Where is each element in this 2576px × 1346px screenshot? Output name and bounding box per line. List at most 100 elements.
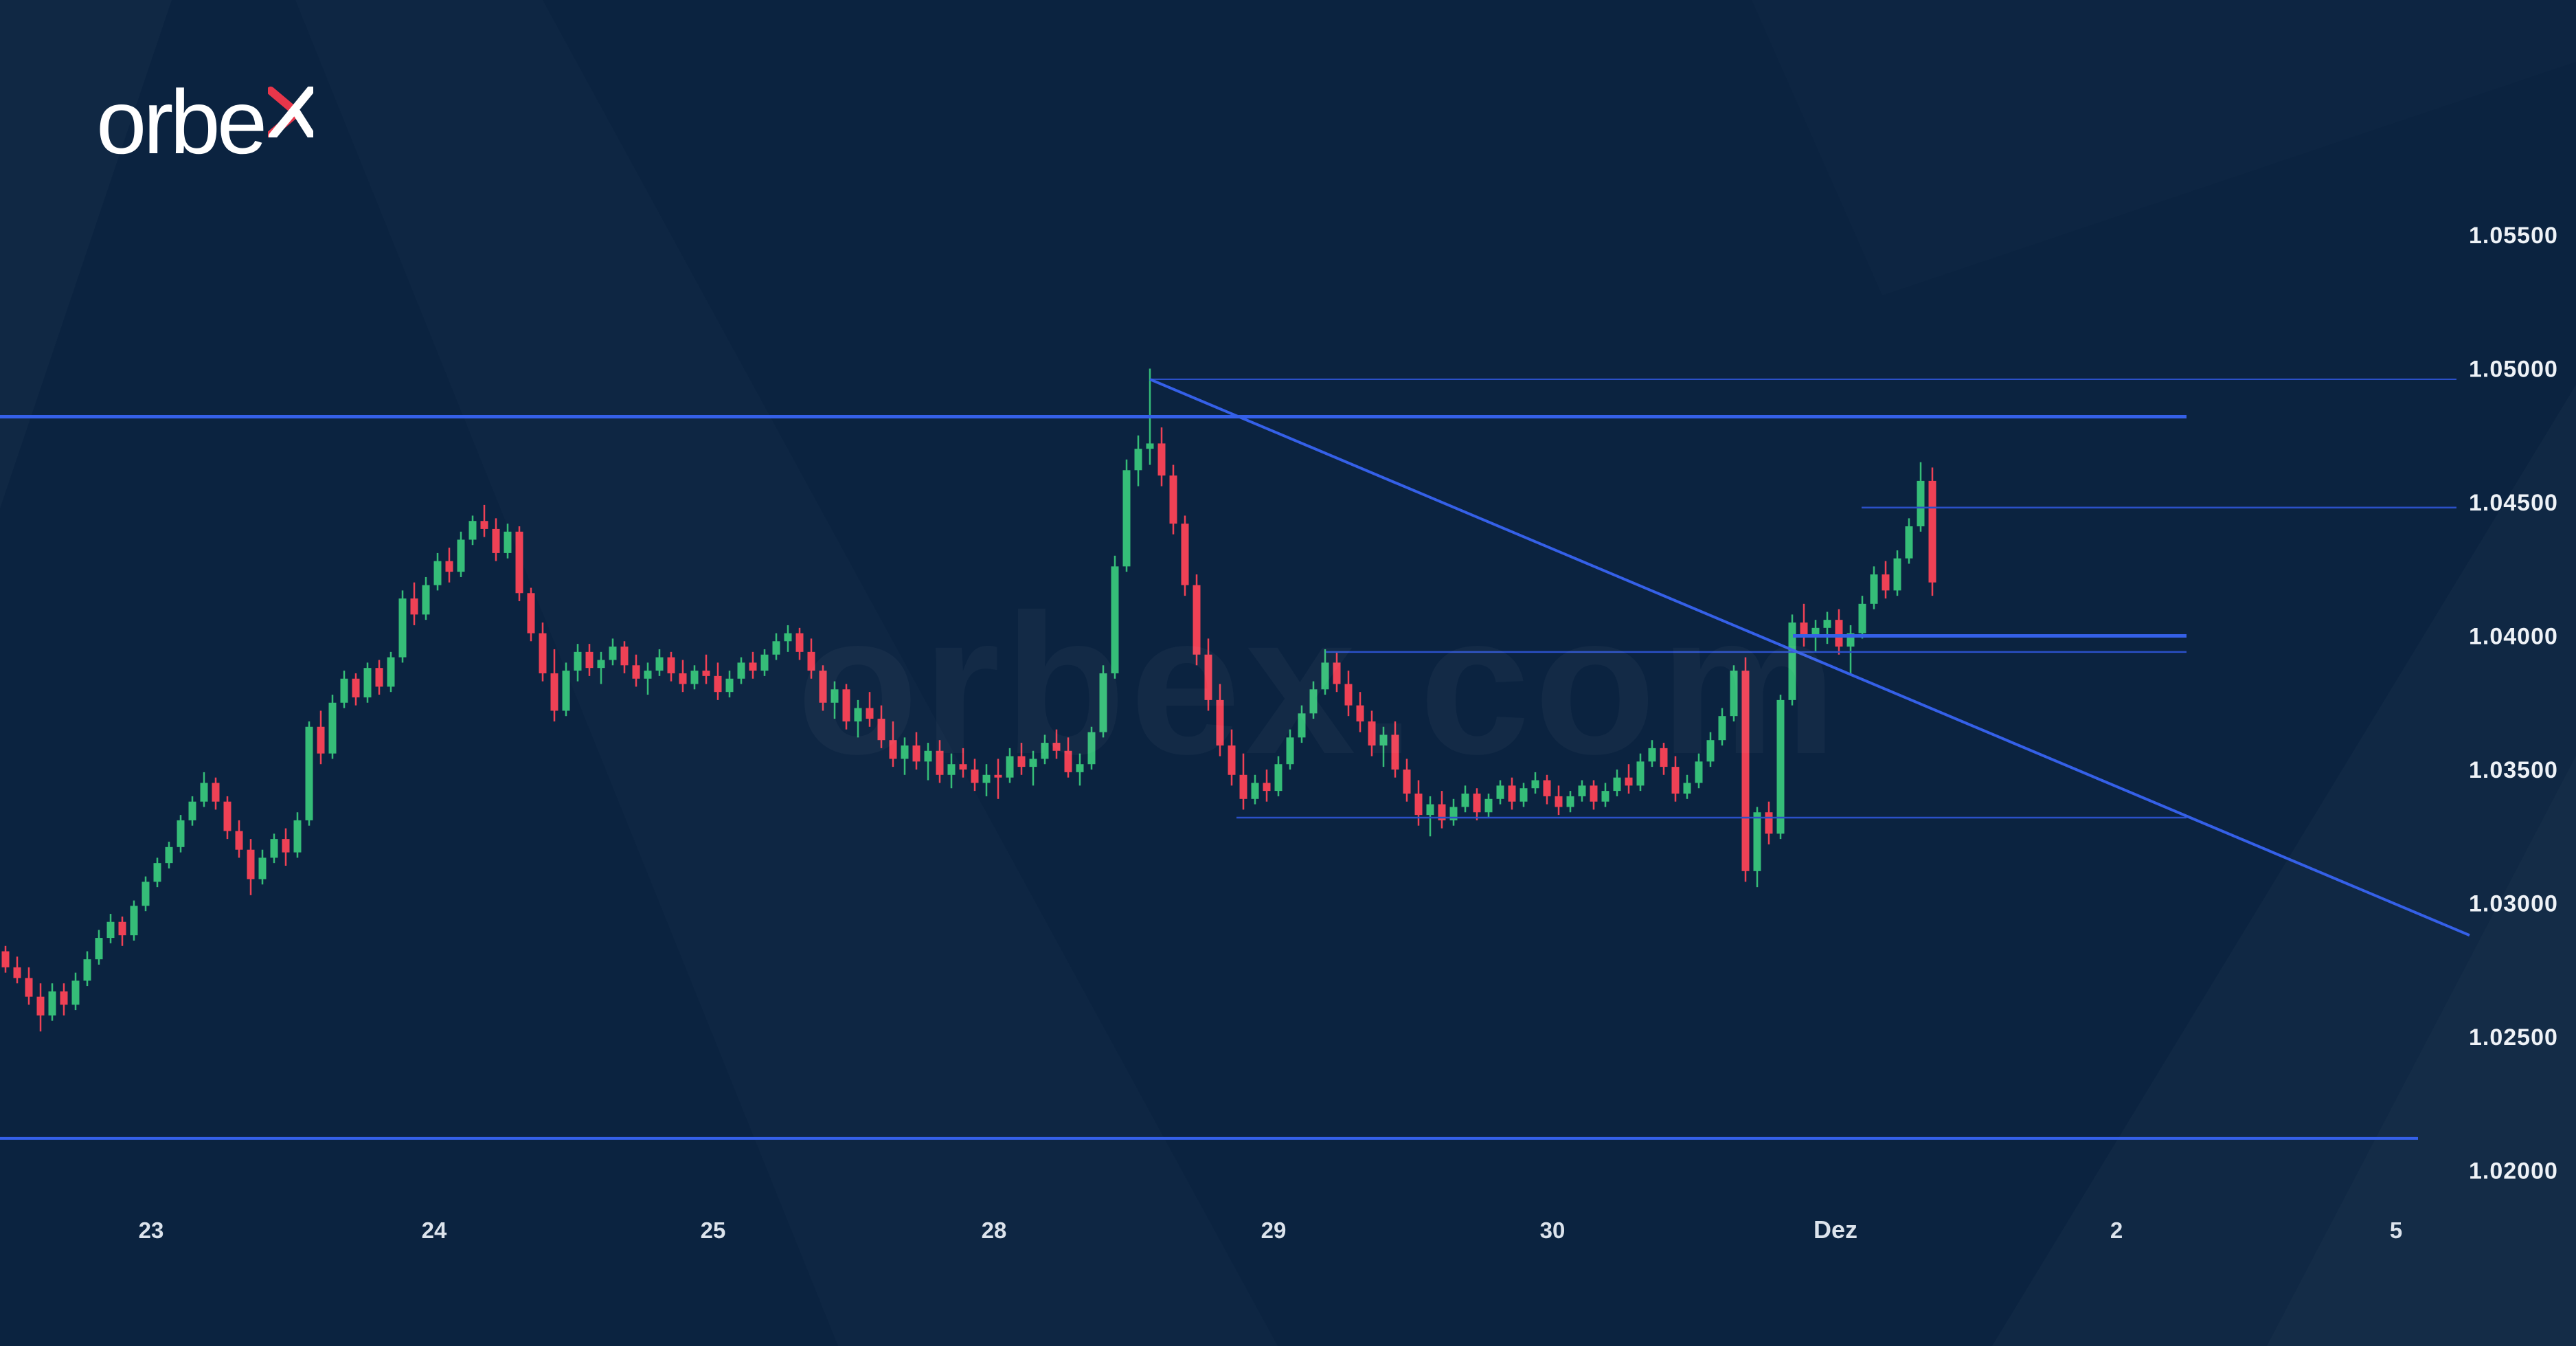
- candle-body: [1496, 785, 1504, 799]
- candle-body: [912, 745, 920, 762]
- candle-body: [1531, 780, 1539, 789]
- candle-body: [422, 585, 430, 615]
- date-axis-label: 29: [1261, 1218, 1287, 1243]
- candle-body: [1228, 745, 1236, 775]
- date-axis-label: 23: [139, 1218, 164, 1243]
- candle-body: [562, 671, 570, 711]
- candle-body: [947, 764, 956, 775]
- candle-body: [36, 996, 45, 1016]
- candle-body: [106, 921, 115, 939]
- date-axis-label: 30: [1540, 1218, 1566, 1243]
- candle-body: [1263, 783, 1271, 792]
- candle-body: [410, 598, 418, 615]
- date-axis-label: 28: [982, 1218, 1007, 1243]
- candle-body: [1181, 524, 1189, 585]
- candle-body: [480, 521, 488, 529]
- candle-body: [177, 820, 185, 847]
- date-axis-label: 2: [2110, 1218, 2123, 1243]
- candle-body: [784, 633, 792, 642]
- candle-body: [1741, 671, 1750, 871]
- price-axis-label: 1.04500: [2469, 490, 2558, 516]
- candle-body: [270, 839, 278, 858]
- candle-body: [749, 662, 757, 671]
- candle-body: [1064, 750, 1072, 772]
- candle-body: [1882, 574, 1890, 591]
- price-axis-label: 1.03000: [2469, 891, 2558, 917]
- candle-body: [1905, 526, 1913, 559]
- candle-body: [1368, 721, 1376, 745]
- candle-body: [445, 561, 453, 572]
- candle-body: [1333, 662, 1341, 684]
- candle-body: [1555, 796, 1563, 807]
- candle-body: [1438, 804, 1446, 820]
- candle-body: [1800, 622, 1808, 636]
- candle-body: [1134, 449, 1142, 471]
- candle-body: [1379, 734, 1388, 745]
- candle-body: [1636, 761, 1645, 786]
- candle-wick: [1032, 750, 1035, 786]
- logo-wordmark: orbe: [96, 71, 267, 172]
- candle-body: [1543, 780, 1551, 796]
- candle-body: [795, 633, 804, 652]
- candle-body: [1251, 783, 1259, 799]
- candle-body: [539, 633, 547, 673]
- candle-body: [1, 951, 10, 967]
- candle-body: [924, 750, 932, 762]
- candle-body: [1239, 774, 1247, 799]
- candle-body: [1858, 603, 1866, 633]
- candle-body: [433, 561, 442, 585]
- candle-body: [1006, 756, 1014, 778]
- candle-body: [994, 774, 1002, 778]
- candle-body: [1414, 794, 1423, 816]
- candle-wick: [1382, 726, 1385, 767]
- candle-body: [1087, 732, 1096, 765]
- candle-body: [1917, 480, 1925, 527]
- date-axis-label: 5: [2390, 1218, 2402, 1243]
- candle-body: [1052, 743, 1061, 751]
- candle-body: [504, 531, 512, 553]
- candle-body: [1590, 785, 1598, 802]
- date-axis-label: 25: [701, 1218, 726, 1243]
- candle-body: [317, 726, 325, 754]
- candle-body: [1449, 807, 1458, 820]
- candle-body: [200, 783, 208, 802]
- candle-body: [1099, 673, 1107, 732]
- candle-body: [889, 740, 897, 759]
- candle-body: [48, 991, 56, 1016]
- candle-body: [807, 651, 815, 671]
- candle-body: [95, 938, 103, 960]
- candle-body: [1695, 761, 1703, 783]
- date-axis-label: Dez: [1814, 1215, 1857, 1244]
- candle-body: [1519, 788, 1528, 802]
- candle-body: [1660, 748, 1668, 767]
- descending-trendline[interactable]: [1149, 378, 2470, 937]
- candle-body: [1321, 662, 1329, 690]
- orbex-logo[interactable]: orbe: [96, 71, 314, 172]
- candle-body: [737, 662, 745, 679]
- candle-body: [1309, 689, 1318, 714]
- candle-wick: [600, 651, 602, 684]
- candle-body: [1566, 796, 1574, 807]
- candle-body: [936, 750, 944, 775]
- date-axis: 23 24 25 28 29 30 Dez 2 5: [139, 1215, 2403, 1244]
- candle-wick: [962, 748, 964, 778]
- candle-body: [1286, 737, 1294, 765]
- candle-body: [609, 647, 617, 660]
- candle-body: [1461, 794, 1469, 807]
- candle-body: [982, 774, 991, 783]
- candle-wick: [997, 759, 999, 799]
- candle-body: [1122, 470, 1131, 567]
- price-axis-label: 1.05500: [2469, 223, 2558, 249]
- candle-body: [1718, 716, 1726, 741]
- candle-body: [1146, 443, 1154, 449]
- candle-body: [1508, 785, 1516, 802]
- price-axis-label: 1.03500: [2469, 757, 2558, 783]
- candle-body: [831, 689, 839, 703]
- candle-body: [352, 678, 360, 697]
- candle-body: [165, 846, 173, 864]
- candle-body: [1846, 633, 1855, 647]
- candle-body: [515, 531, 523, 594]
- candle-body: [1601, 791, 1609, 802]
